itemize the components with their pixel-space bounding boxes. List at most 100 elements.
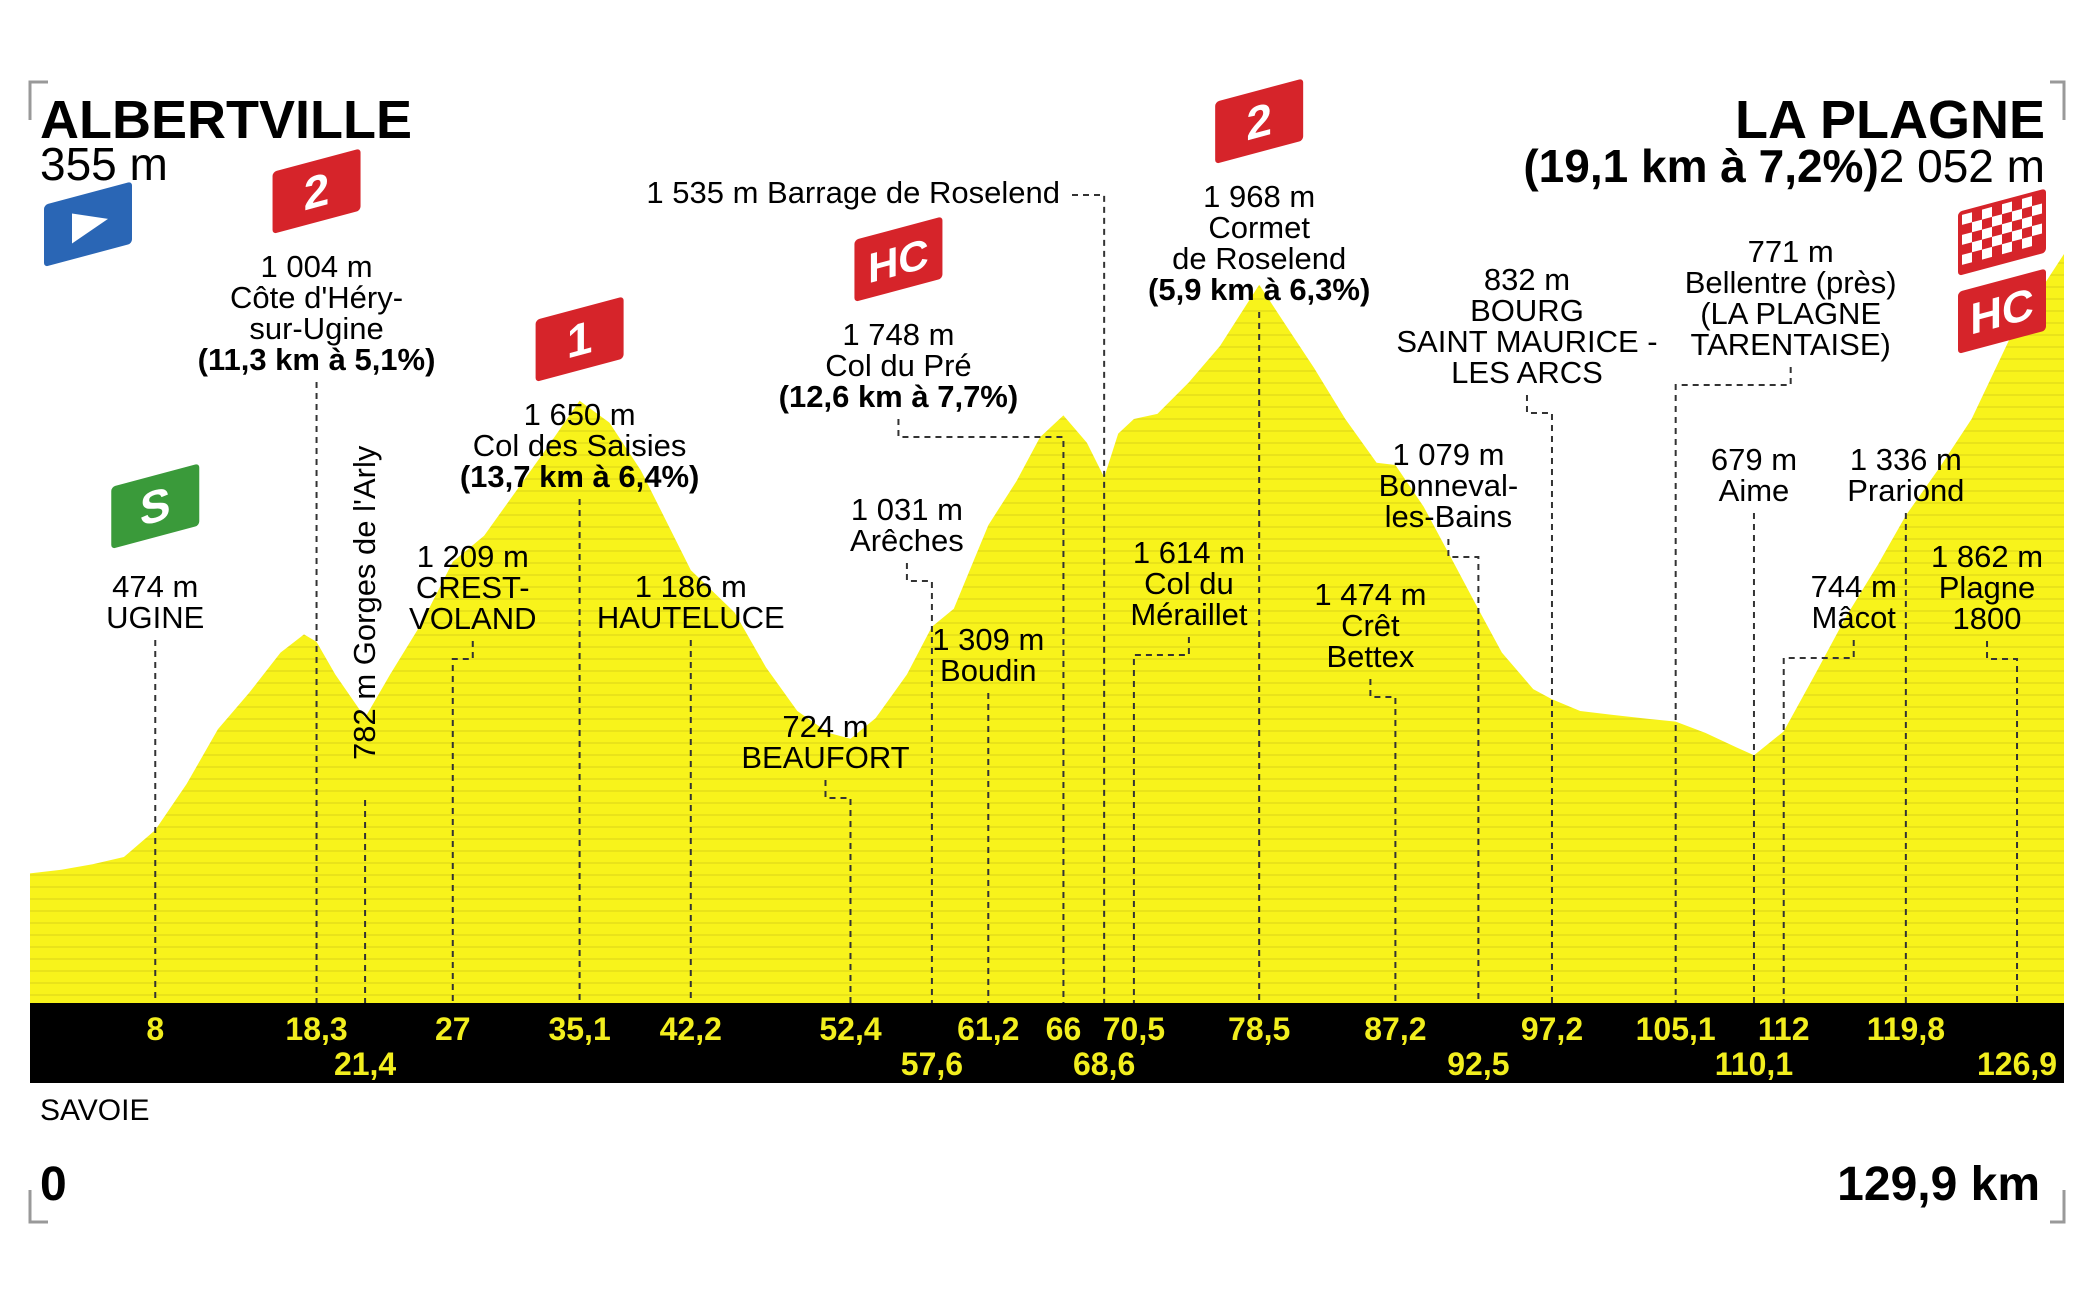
- km-tick-label: 66: [1046, 1011, 1082, 1047]
- annotation-label: Cormet: [1208, 210, 1310, 245]
- annotation-label: 679 m: [1711, 442, 1797, 477]
- annotation-label: Aime: [1719, 473, 1790, 508]
- km-tick-label: 105,1: [1636, 1011, 1716, 1047]
- sprint-badge: S: [111, 464, 200, 549]
- annotation-label: les-Bains: [1385, 499, 1513, 534]
- leader-line: [451, 641, 474, 1003]
- annotation-label: VOLAND: [409, 601, 536, 636]
- annotation-label: 1 650 m: [524, 397, 636, 432]
- annotation-label: Côte d'Héry-: [230, 280, 403, 315]
- km-tick-label: 27: [435, 1011, 471, 1047]
- km-band: [30, 1003, 2064, 1083]
- annotation-label: de Roselend: [1172, 241, 1346, 276]
- badge-background: [535, 297, 624, 382]
- km-tick-label: 68,6: [1073, 1046, 1135, 1082]
- annotation-label: SAINT MAURICE -: [1396, 324, 1657, 359]
- leader-line: [1986, 641, 2019, 1003]
- annotation-climb-detail: (5,9 km à 6,3%): [1148, 272, 1370, 307]
- annotation-label: Col du Pré: [825, 348, 971, 383]
- annotation-label: LES ARCS: [1451, 355, 1603, 390]
- leader-line: [905, 563, 933, 1003]
- annotation-label: 1 186 m: [635, 569, 747, 604]
- finish-category-badge: HC: [1958, 269, 2046, 354]
- annotation-climb-detail: (12,6 km à 7,7%): [779, 379, 1019, 414]
- annotation-label: 1 309 m: [932, 622, 1044, 657]
- badge-background: [1215, 79, 1304, 164]
- badge-background: [854, 217, 943, 302]
- annotation-label: 771 m: [1748, 234, 1834, 269]
- annotation-label: Col du: [1144, 566, 1234, 601]
- annotation-label: 1 862 m: [1931, 539, 2043, 574]
- elevation-profile-area: [30, 254, 2064, 1003]
- km-tick-label: 110,1: [1715, 1046, 1793, 1082]
- finish-name: LA PLAGNE: [1735, 90, 2045, 150]
- annotation-label: 1 336 m: [1850, 442, 1962, 477]
- annotation-climb-detail: (13,7 km à 6,4%): [460, 459, 700, 494]
- annotation-label: CREST-: [416, 570, 530, 605]
- annotation-label: Col des Saisies: [473, 428, 687, 463]
- annotation-label: 474 m: [112, 569, 198, 604]
- annotation-label: 1 079 m: [1392, 437, 1504, 472]
- badge-label: S: [140, 477, 171, 536]
- badge-label: 2: [1246, 93, 1272, 151]
- leader-line: [897, 419, 1065, 1003]
- km-tick-label: 57,6: [901, 1046, 963, 1082]
- finish-climb-detail: (19,1 km à 7,2%): [1523, 140, 1878, 192]
- badge-background: [272, 149, 361, 234]
- annotation-label: UGINE: [106, 600, 204, 635]
- km-tick-label: 52,4: [819, 1011, 881, 1047]
- annotation-label: (LA PLAGNE: [1700, 296, 1881, 331]
- distance-end: 129,9 km: [1837, 1158, 2040, 1211]
- annotation-label: 1800: [1953, 601, 2022, 636]
- km-tick-label: 18,3: [285, 1011, 347, 1047]
- km-ticks: 8 18,3 27 35,1 42,2 52,4 61,2 66 70,5 78,5 87,2 97,…: [146, 1011, 2057, 1082]
- frame-corners: [28, 80, 2066, 1224]
- km-tick-label: 97,2: [1521, 1011, 1583, 1047]
- km-tick-label: 119,8: [1867, 1011, 1945, 1047]
- km-tick-label: 92,5: [1447, 1046, 1509, 1082]
- annotation-label: 1 614 m: [1133, 535, 1245, 570]
- km-tick-label: 78,5: [1228, 1011, 1290, 1047]
- km-tick-label: 126,9: [1977, 1046, 2057, 1082]
- annotation-label: 1 209 m: [417, 539, 529, 574]
- annotation-label: Boudin: [940, 653, 1037, 688]
- annotation-label: Bettex: [1326, 639, 1414, 674]
- leader-line: [1132, 637, 1190, 1003]
- annotation-label: 1 968 m: [1203, 179, 1315, 214]
- km-tick-label: 35,1: [548, 1011, 610, 1047]
- annotation-label: BOURG: [1470, 293, 1584, 328]
- annotation-label: Prariond: [1847, 473, 1964, 508]
- annotation-label: 1 474 m: [1314, 577, 1426, 612]
- start-flag-icon: [44, 182, 132, 267]
- km-tick-label: 8: [146, 1011, 164, 1047]
- annotation-2: 782 m Gorges de l'Arly: [347, 445, 382, 760]
- annotation-label: Bellentre (près): [1685, 265, 1897, 300]
- annotation-label: 744 m: [1811, 569, 1897, 604]
- annotation-label: HAUTELUCE: [597, 600, 785, 635]
- start-altitude: 355 m: [40, 138, 168, 190]
- leader-lines: [154, 194, 2019, 1003]
- annotation-10: 1 535 m Barrage de Roselend: [646, 175, 1060, 210]
- leader-line: [824, 780, 852, 1003]
- annotation-label: Crêt: [1341, 608, 1400, 643]
- annotation-label: sur-Ugine: [249, 311, 383, 346]
- annotation-label: 832 m: [1484, 262, 1570, 297]
- start-name: ALBERTVILLE: [40, 90, 412, 150]
